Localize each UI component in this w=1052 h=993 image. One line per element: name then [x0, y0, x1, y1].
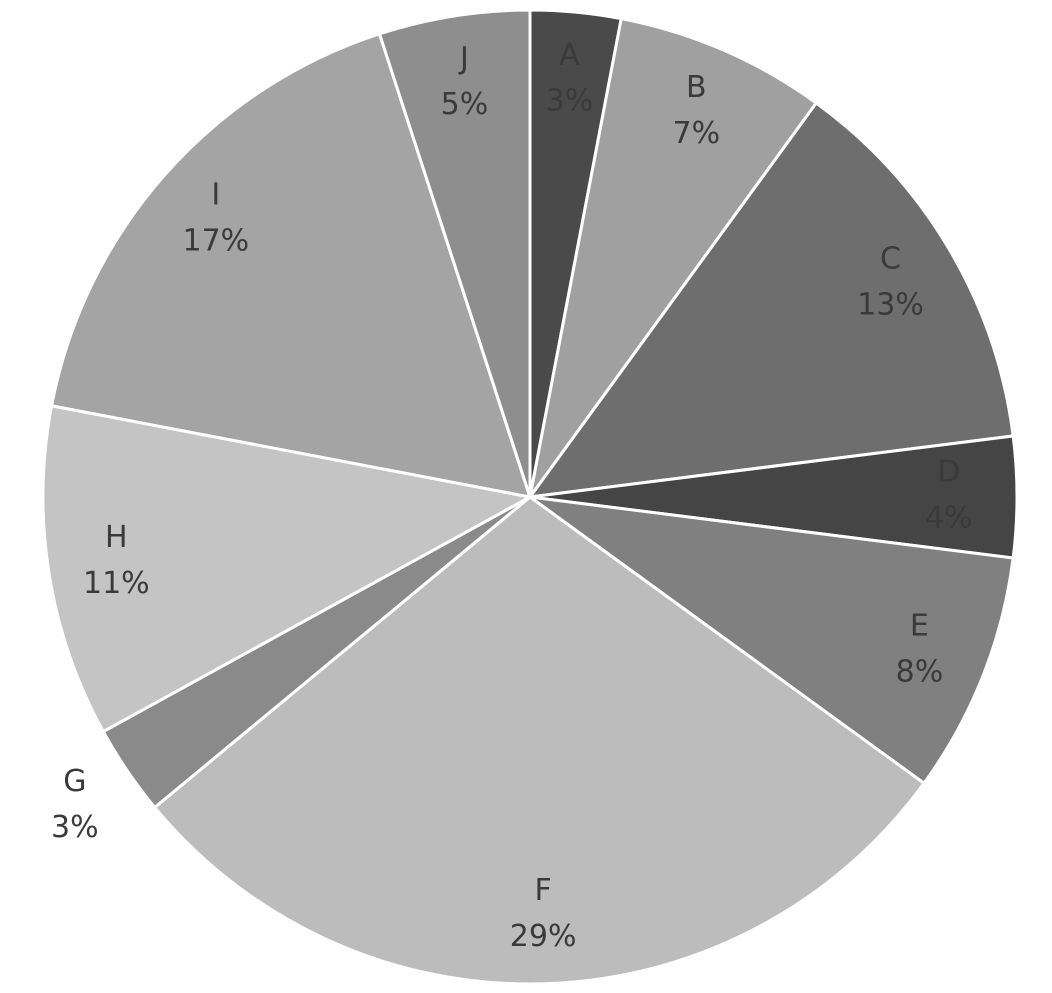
slice-value-label: 7% [673, 116, 721, 151]
slice-value-label: 13% [857, 287, 924, 322]
slice-value-label: 17% [182, 224, 249, 259]
slice-value-label: 29% [510, 919, 577, 954]
pie-slice [377, 8, 532, 498]
slice-value-label: 8% [896, 655, 944, 690]
pie-slice [152, 495, 927, 986]
slice-category-label: E [910, 609, 929, 644]
slice-category-label: J [458, 41, 469, 76]
slice-category-label: I [211, 178, 220, 213]
slice-value-label: 5% [441, 87, 489, 122]
slice-value-label: 3% [51, 810, 99, 845]
pie-slice [526, 100, 1015, 499]
pie-slice [41, 403, 535, 734]
slice-category-label: H [105, 520, 128, 555]
slice-category-label: D [937, 455, 960, 490]
pie-slice [49, 31, 533, 499]
slice-value-label: 4% [925, 501, 973, 536]
slice-category-label: F [535, 873, 552, 908]
pie-slice [528, 16, 819, 498]
slice-category-label: B [686, 70, 707, 105]
slice-category-label: A [559, 38, 580, 73]
slice-category-label: G [63, 764, 86, 799]
slice-category-label: C [880, 241, 901, 276]
pie-slice [529, 495, 1015, 786]
slice-value-label: 3% [546, 84, 594, 119]
slice-value-label: 11% [83, 566, 150, 601]
